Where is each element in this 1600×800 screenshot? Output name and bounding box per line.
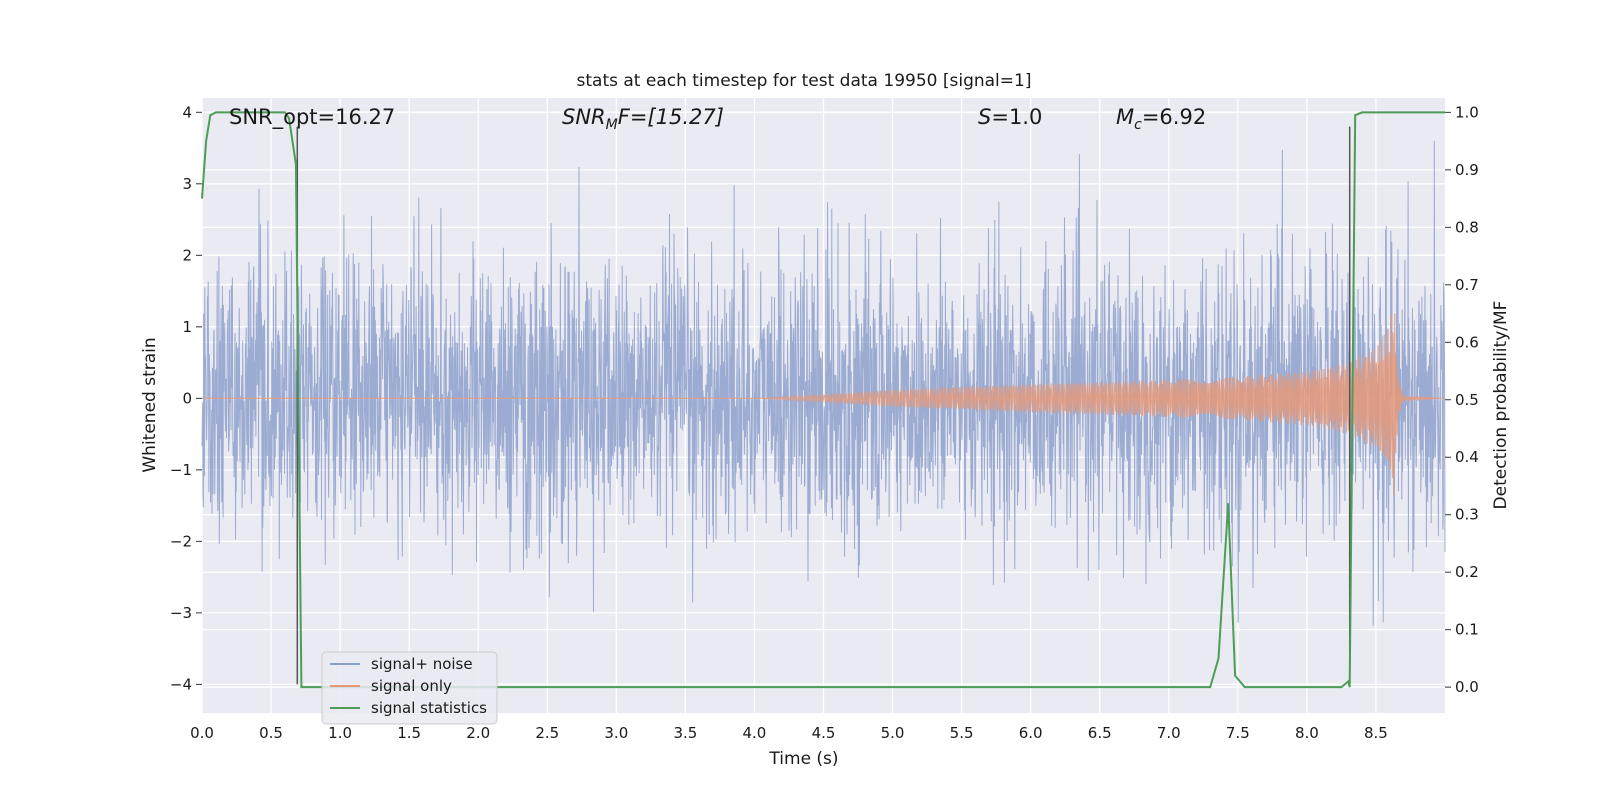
series-signal-only bbox=[202, 313, 1446, 496]
x-tick-label: 6.5 bbox=[1088, 724, 1112, 742]
y2-tick-label: 0.7 bbox=[1455, 276, 1479, 294]
x-tick-label: 8.5 bbox=[1364, 724, 1388, 742]
y2-tick-label: 0.2 bbox=[1455, 563, 1479, 581]
y2-tick-label: 1.0 bbox=[1455, 103, 1479, 121]
legend: signal+ noise signal only signal statist… bbox=[321, 651, 498, 725]
y2-tick-label: 0.8 bbox=[1455, 218, 1479, 236]
legend-label-signal-only: signal only bbox=[371, 677, 452, 695]
x-tick-label: 1.0 bbox=[328, 724, 352, 742]
x-tick-label: 4.5 bbox=[812, 724, 836, 742]
y-tick-label: −1 bbox=[170, 461, 192, 479]
plot-content bbox=[201, 111, 1446, 689]
annotation-mc-sub: c bbox=[1134, 117, 1142, 133]
x-tick-label: 7.0 bbox=[1157, 724, 1181, 742]
x-tick-label: 6.0 bbox=[1019, 724, 1043, 742]
y-tick-label: 4 bbox=[182, 103, 192, 121]
y2-tick-label: 0.6 bbox=[1455, 333, 1479, 351]
annotation-mc-base: M bbox=[1116, 105, 1134, 129]
x-tick-label: 0.0 bbox=[190, 724, 214, 742]
x-tick-label: 1.5 bbox=[397, 724, 421, 742]
y2-tick-label: 0.1 bbox=[1455, 621, 1479, 639]
annotation-snr-mf: SNRMF=[15.27] bbox=[562, 105, 724, 133]
annotation-mc: Mc=6.92 bbox=[1116, 105, 1206, 133]
y-axis-ticks: 4 3 2 1 0 −1 −2 −3 −4 bbox=[170, 103, 202, 693]
y-axis-label: Whitened strain bbox=[140, 337, 160, 472]
y-tick-label: −3 bbox=[170, 604, 192, 622]
series-signal-noise bbox=[201, 140, 1446, 626]
x-tick-label: 0.5 bbox=[259, 724, 283, 742]
annotation-snr-mf-rest: F=[15.27] bbox=[618, 105, 724, 129]
signal-noise-line bbox=[201, 140, 1446, 626]
x-tick-label: 2.0 bbox=[466, 724, 490, 742]
x-tick-label: 4.0 bbox=[743, 724, 767, 742]
signal-statistics-line bbox=[201, 111, 1445, 689]
annotations: SNR_opt=16.27 SNRMF=[15.27] S=1.0 Mc=6.9… bbox=[229, 105, 1206, 133]
x-tick-label: 5.5 bbox=[950, 724, 974, 742]
legend-label-signal-statistics: signal statistics bbox=[371, 699, 487, 717]
annotation-s: S=1.0 bbox=[978, 105, 1042, 129]
x-axis-ticks: 0.0 0.5 1.0 1.5 2.0 2.5 3.0 3.5 4.0 4.5 5.0 5.5 6.0 6… bbox=[190, 724, 1388, 742]
annotation-s-base: S bbox=[978, 105, 991, 129]
x-axis-label: Time (s) bbox=[768, 749, 838, 769]
x-tick-label: 7.5 bbox=[1226, 724, 1250, 742]
y-tick-label: 1 bbox=[182, 318, 192, 336]
y2-tick-label: 0.5 bbox=[1455, 391, 1479, 409]
y2-tick-label: 0.9 bbox=[1455, 161, 1479, 179]
x-tick-label: 8.0 bbox=[1295, 724, 1319, 742]
y2-axis-label: Detection probability/MF bbox=[1491, 301, 1511, 510]
y-tick-label: −2 bbox=[170, 532, 192, 550]
chart-title: stats at each timestep for test data 199… bbox=[577, 71, 1032, 91]
y2-tick-label: 0.0 bbox=[1455, 678, 1479, 696]
annotation-snr-opt: SNR_opt=16.27 bbox=[229, 105, 395, 130]
y-tick-label: 2 bbox=[182, 246, 192, 264]
x-tick-label: 2.5 bbox=[535, 724, 559, 742]
y2-tick-label: 0.4 bbox=[1455, 448, 1479, 466]
y-tick-label: 0 bbox=[182, 389, 192, 407]
y2-axis-ticks: 1.0 0.9 0.8 0.7 0.6 0.5 0.4 0.3 0.2 0.1 0.0 bbox=[1445, 103, 1479, 696]
x-tick-label: 5.0 bbox=[881, 724, 905, 742]
x-tick-label: 3.0 bbox=[604, 724, 628, 742]
annotation-snr-mf-sub: M bbox=[606, 117, 618, 133]
y2-tick-label: 0.3 bbox=[1455, 506, 1479, 524]
annotation-mc-rest: =6.92 bbox=[1142, 105, 1206, 129]
legend-label-signal-noise: signal+ noise bbox=[371, 655, 473, 673]
x-tick-label: 3.5 bbox=[673, 724, 697, 742]
y-tick-label: 3 bbox=[182, 175, 192, 193]
legend-box bbox=[321, 651, 498, 725]
annotation-snr-mf-base: SNR bbox=[562, 105, 606, 129]
signal-only-line bbox=[202, 313, 1446, 496]
y-tick-label: −4 bbox=[170, 675, 192, 693]
series-signal-statistics bbox=[201, 111, 1445, 689]
annotation-s-rest: =1.0 bbox=[991, 105, 1042, 129]
